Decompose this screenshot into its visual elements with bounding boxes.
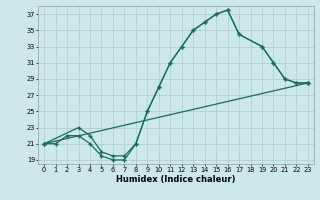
X-axis label: Humidex (Indice chaleur): Humidex (Indice chaleur) — [116, 175, 236, 184]
